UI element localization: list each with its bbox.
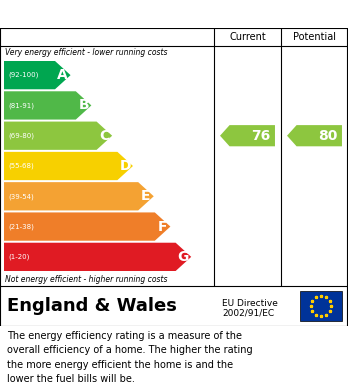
Polygon shape <box>4 122 112 150</box>
Text: Energy Efficiency Rating: Energy Efficiency Rating <box>8 7 218 22</box>
Text: E: E <box>141 189 151 203</box>
Text: Very energy efficient - lower running costs: Very energy efficient - lower running co… <box>5 48 167 57</box>
Text: (92-100): (92-100) <box>8 72 38 78</box>
Polygon shape <box>4 182 154 210</box>
Text: C: C <box>99 129 110 143</box>
Text: (69-80): (69-80) <box>8 133 34 139</box>
Text: A: A <box>57 68 68 82</box>
Text: (21-38): (21-38) <box>8 223 34 230</box>
Text: D: D <box>119 159 131 173</box>
Text: 2002/91/EC: 2002/91/EC <box>222 308 274 317</box>
Polygon shape <box>4 61 71 89</box>
Text: Current: Current <box>229 32 266 42</box>
Polygon shape <box>287 125 342 146</box>
Text: (55-68): (55-68) <box>8 163 34 169</box>
Bar <box>300 291 342 321</box>
Text: B: B <box>78 99 89 113</box>
Text: F: F <box>158 220 167 233</box>
Text: 76: 76 <box>252 129 271 143</box>
Polygon shape <box>4 91 92 120</box>
Polygon shape <box>4 243 191 271</box>
Text: (39-54): (39-54) <box>8 193 34 199</box>
Text: (1-20): (1-20) <box>8 254 29 260</box>
Text: Potential: Potential <box>293 32 336 42</box>
Text: G: G <box>178 250 189 264</box>
Text: EU Directive: EU Directive <box>222 300 278 308</box>
Text: 80: 80 <box>318 129 338 143</box>
Polygon shape <box>220 125 275 146</box>
Polygon shape <box>4 152 133 180</box>
Text: Not energy efficient - higher running costs: Not energy efficient - higher running co… <box>5 274 167 283</box>
Text: (81-91): (81-91) <box>8 102 34 109</box>
Polygon shape <box>4 212 171 241</box>
Text: England & Wales: England & Wales <box>7 297 177 315</box>
Text: The energy efficiency rating is a measure of the
overall efficiency of a home. T: The energy efficiency rating is a measur… <box>7 331 253 384</box>
